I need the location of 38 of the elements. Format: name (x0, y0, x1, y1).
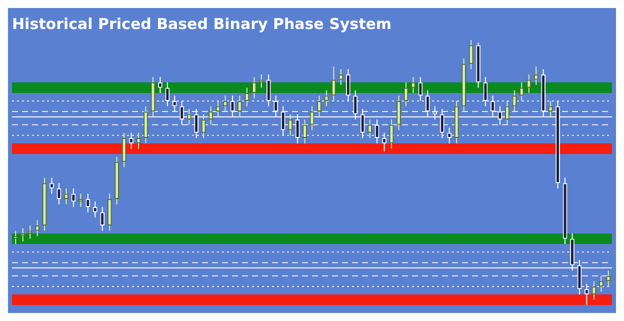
candlestick (208, 106, 213, 126)
candlestick (505, 100, 510, 126)
candlestick (100, 206, 105, 232)
candlestick (584, 283, 589, 306)
candlestick (606, 270, 611, 287)
candlestick (346, 68, 350, 102)
candlestick (368, 119, 372, 139)
candlestick (526, 74, 532, 94)
candlestick (50, 177, 54, 194)
candlestick (317, 95, 322, 118)
candlestick (129, 132, 134, 150)
candlestick (302, 119, 307, 144)
candlestick (158, 76, 162, 94)
candlestick (534, 66, 538, 86)
candlestick (512, 90, 517, 112)
candlestick (35, 220, 40, 237)
candlestick (396, 95, 401, 131)
candlestick (92, 201, 98, 218)
candlestick (64, 188, 68, 205)
candlestick (288, 114, 292, 136)
candlestick (324, 90, 329, 107)
candlestick (252, 76, 256, 99)
candlestick (172, 95, 177, 112)
candlestick (338, 68, 344, 86)
candlestick (13, 230, 18, 245)
candlestick (266, 74, 271, 107)
candlestick (598, 275, 604, 292)
candlestick (136, 132, 141, 150)
candlestick (86, 193, 90, 213)
candlestick (519, 82, 524, 102)
candlestick (411, 76, 416, 94)
candlestick (382, 132, 386, 152)
candlestick (223, 95, 228, 112)
candlestick (186, 108, 192, 126)
chart-title: Historical Priced Based Binary Phase System (12, 14, 392, 33)
candlestick (238, 95, 242, 118)
candlestick (332, 66, 336, 102)
candlestick (447, 126, 452, 144)
